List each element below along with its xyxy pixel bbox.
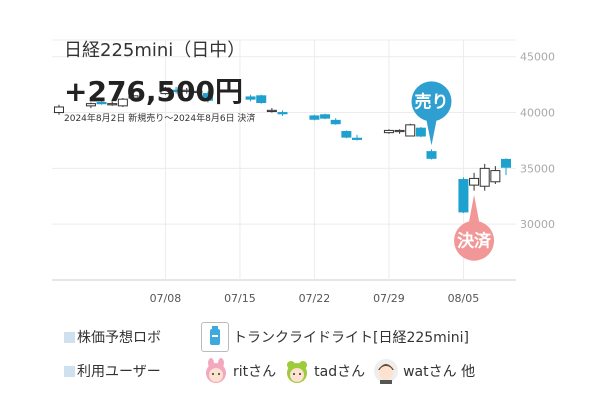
user-rit[interactable]: ritさん bbox=[233, 364, 277, 380]
candle-body bbox=[171, 89, 182, 92]
candle bbox=[394, 129, 405, 134]
profit-amount: +276,500円 bbox=[64, 75, 243, 108]
candle-body bbox=[181, 89, 192, 92]
candle-body bbox=[341, 131, 352, 138]
candle-body bbox=[320, 114, 331, 119]
candle bbox=[128, 94, 139, 101]
candle-body bbox=[128, 95, 139, 99]
candle-body bbox=[394, 129, 405, 133]
candle bbox=[501, 158, 511, 176]
candle bbox=[469, 172, 480, 191]
candle bbox=[415, 127, 426, 138]
candle-body bbox=[85, 103, 96, 107]
candle-body bbox=[160, 87, 171, 95]
candle bbox=[309, 114, 320, 121]
robot-label: 株価予想ロボ bbox=[77, 330, 161, 346]
x-tick-label: 07/15 bbox=[224, 292, 256, 305]
x-tick-label: 07/22 bbox=[299, 292, 331, 305]
y-tick-label: 30000 bbox=[520, 218, 555, 231]
candle-body bbox=[426, 151, 437, 159]
candle bbox=[96, 101, 107, 105]
sell-badge-label: 売り bbox=[415, 91, 449, 112]
settle-badge bbox=[454, 220, 495, 261]
candle bbox=[54, 104, 64, 115]
candle-body bbox=[266, 109, 277, 113]
sell-badge bbox=[411, 81, 452, 122]
candle-body bbox=[117, 98, 128, 107]
frog-avatar-icon bbox=[284, 358, 310, 384]
candle-body bbox=[309, 115, 320, 120]
candle-body bbox=[479, 167, 490, 187]
candle bbox=[352, 134, 362, 141]
candles bbox=[54, 86, 511, 214]
x-tick-label: 07/29 bbox=[373, 292, 405, 305]
candle bbox=[320, 113, 331, 120]
candle-body bbox=[490, 170, 501, 183]
candle bbox=[277, 110, 288, 116]
candle bbox=[383, 129, 394, 134]
candle-body bbox=[458, 179, 469, 213]
y-tick-label: 45000 bbox=[520, 51, 555, 64]
candle-body bbox=[330, 119, 341, 125]
candle-body bbox=[277, 112, 288, 115]
candle bbox=[341, 130, 352, 139]
chart-title: 日経225mini（日中） bbox=[64, 40, 246, 61]
pink-bunny-avatar-icon bbox=[203, 358, 229, 384]
robot-row: 株価予想ロボ トランクライドライト[日経225mini] bbox=[64, 322, 469, 352]
user-wat-others[interactable]: watさん 他 bbox=[403, 364, 476, 380]
legend-square bbox=[64, 331, 75, 343]
robot-icon bbox=[201, 322, 229, 352]
candle-body bbox=[256, 95, 267, 104]
users-label: 利用ユーザー bbox=[77, 364, 161, 380]
grid-lines bbox=[52, 39, 516, 281]
user-tad[interactable]: tadさん bbox=[314, 364, 366, 380]
sell-badge-pointer bbox=[425, 115, 438, 146]
candle-body bbox=[501, 158, 511, 168]
candle bbox=[171, 86, 182, 94]
candlestick-chart: 30000 35000 40000 45000 07/08 07/15 07/22 07/2… bbox=[52, 39, 555, 305]
candle bbox=[192, 89, 203, 94]
settle-badge-pointer bbox=[468, 194, 481, 227]
candle-body bbox=[54, 106, 64, 114]
x-tick-label: 08/05 bbox=[448, 292, 480, 305]
candle bbox=[245, 94, 256, 102]
candle-body bbox=[107, 103, 118, 106]
candle-body bbox=[383, 129, 394, 134]
y-axis-ticks: 30000 35000 40000 45000 bbox=[520, 51, 555, 231]
trade-period: 2024年8月2日 新規売り～2024年8月6日 決済 bbox=[64, 114, 256, 124]
y-tick-label: 40000 bbox=[520, 107, 555, 120]
candle bbox=[203, 91, 213, 103]
x-axis-ticks: 07/08 07/15 07/22 07/29 08/05 bbox=[150, 292, 480, 305]
legend-square bbox=[64, 365, 75, 377]
candle bbox=[479, 163, 490, 191]
candle bbox=[117, 98, 128, 107]
candle-body bbox=[96, 102, 107, 105]
candle-body bbox=[415, 127, 426, 137]
candle bbox=[160, 86, 171, 95]
y-tick-label: 35000 bbox=[520, 162, 555, 175]
candle bbox=[458, 177, 469, 214]
candle bbox=[181, 88, 192, 94]
candle bbox=[330, 118, 341, 125]
candle bbox=[256, 94, 267, 104]
candle bbox=[85, 102, 96, 109]
man-avatar-icon bbox=[373, 358, 399, 384]
candle-body bbox=[203, 93, 213, 101]
candle bbox=[426, 149, 437, 160]
x-tick-label: 07/08 bbox=[150, 292, 182, 305]
settle-badge-label: 決済 bbox=[457, 231, 492, 252]
candle-body bbox=[245, 96, 256, 100]
candle bbox=[405, 123, 416, 137]
users-row: 利用ユーザー ritさん tadさん watさん 他 bbox=[64, 358, 475, 384]
candle bbox=[266, 108, 277, 113]
candle bbox=[107, 101, 118, 106]
candle-body bbox=[192, 90, 203, 94]
candle bbox=[490, 166, 501, 184]
candle-body bbox=[352, 137, 362, 140]
candle-body bbox=[405, 124, 416, 137]
candle-body bbox=[469, 177, 480, 186]
robot-name[interactable]: トランクライドライト[日経225mini] bbox=[233, 330, 469, 346]
